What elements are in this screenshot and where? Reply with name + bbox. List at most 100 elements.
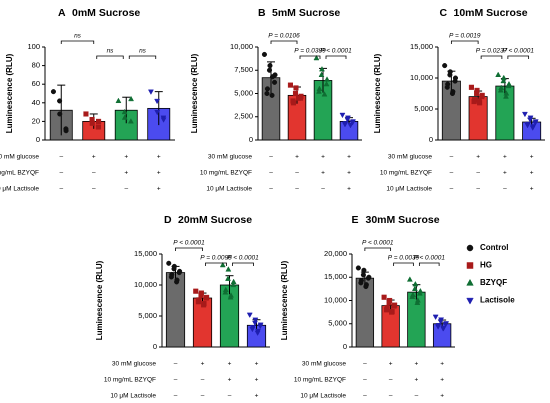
treatment-mark: + bbox=[92, 154, 96, 161]
treatment-mark: – bbox=[389, 393, 393, 400]
treatment-label: 10 mg/mL BZYQF bbox=[104, 377, 156, 384]
point bbox=[171, 266, 177, 272]
point bbox=[505, 82, 512, 89]
point bbox=[121, 114, 128, 120]
treatment-mark: + bbox=[124, 154, 128, 161]
point bbox=[449, 90, 456, 97]
point bbox=[246, 312, 253, 319]
point bbox=[121, 108, 128, 115]
significance-label: P = 0.0106 bbox=[268, 33, 300, 40]
treatment-mark: + bbox=[228, 377, 232, 384]
point bbox=[254, 330, 261, 337]
significance-label: P < 0.0001 bbox=[320, 48, 352, 55]
treatment-mark: + bbox=[440, 393, 444, 400]
significance-bracket bbox=[393, 262, 414, 266]
treatment-mark: + bbox=[414, 377, 418, 384]
y-tick-label: 5,000 bbox=[234, 88, 253, 97]
y-axis-label: Luminescence (RLU) bbox=[190, 53, 199, 133]
significance-bracket bbox=[507, 55, 530, 59]
y-tick-label: 40 bbox=[32, 98, 40, 107]
panel-label: A bbox=[58, 7, 66, 19]
point bbox=[361, 267, 367, 273]
y-tick-label: 0 bbox=[343, 342, 347, 351]
y-tick-label: 0 bbox=[36, 135, 40, 144]
point bbox=[471, 99, 477, 105]
y-tick-label: 15,000 bbox=[134, 249, 157, 258]
treatment-mark: + bbox=[255, 393, 259, 400]
treatment-mark: – bbox=[174, 377, 178, 384]
point bbox=[360, 272, 366, 278]
significance-bracket bbox=[128, 55, 157, 59]
treatment-mark: + bbox=[255, 377, 259, 384]
treatment-mark: + bbox=[321, 170, 325, 177]
significance-label: P < 0.0001 bbox=[414, 255, 446, 262]
legend-label: HG bbox=[480, 261, 492, 270]
significance-bracket bbox=[232, 262, 254, 266]
y-tick-label: 60 bbox=[32, 79, 40, 88]
point bbox=[272, 79, 278, 85]
point bbox=[168, 274, 174, 280]
point bbox=[384, 307, 390, 313]
treatment-mark: – bbox=[476, 186, 480, 193]
treatment-mark: + bbox=[295, 154, 299, 161]
treatment-mark: + bbox=[124, 170, 128, 177]
y-tick-label: 7,500 bbox=[234, 65, 253, 74]
point bbox=[222, 289, 229, 295]
significance-label: P < 0.0001 bbox=[362, 240, 394, 247]
point bbox=[227, 294, 234, 300]
point bbox=[261, 51, 267, 57]
point bbox=[287, 82, 293, 88]
treatment-label: 30 mM glucose bbox=[208, 154, 252, 161]
significance-label: P < 0.0001 bbox=[503, 48, 535, 55]
y-tick-label: 10,000 bbox=[410, 73, 433, 82]
treatment-mark: + bbox=[389, 361, 393, 368]
treatment-mark: + bbox=[440, 361, 444, 368]
y-tick-label: 10,000 bbox=[324, 295, 347, 304]
treatment-mark: – bbox=[92, 186, 96, 193]
y-tick-label: 100 bbox=[27, 42, 40, 51]
point bbox=[349, 120, 356, 126]
treatment-mark: – bbox=[269, 154, 273, 161]
point bbox=[406, 276, 413, 282]
point bbox=[203, 295, 209, 301]
point bbox=[386, 300, 392, 306]
point bbox=[219, 261, 226, 268]
treatment-mark: – bbox=[476, 170, 480, 177]
significance-bracket bbox=[205, 262, 227, 266]
point bbox=[391, 303, 397, 309]
treatment-mark: + bbox=[321, 154, 325, 161]
y-tick-label: 5,000 bbox=[328, 319, 347, 328]
y-tick-label: 0 bbox=[153, 342, 157, 351]
treatment-mark: – bbox=[59, 170, 63, 177]
point bbox=[529, 125, 536, 131]
panel-title: 20mM Sucrose bbox=[178, 214, 252, 226]
significance-bracket bbox=[299, 55, 321, 59]
y-tick-label: 0 bbox=[249, 135, 253, 144]
treatment-label: 10 mg/mL BZYQF bbox=[200, 170, 252, 177]
treatment-mark: + bbox=[440, 377, 444, 384]
point bbox=[225, 275, 231, 281]
point bbox=[83, 111, 89, 117]
point bbox=[442, 63, 448, 69]
treatment-label: 30 mM glucose bbox=[388, 154, 432, 161]
treatment-mark: – bbox=[363, 393, 367, 400]
point bbox=[174, 279, 180, 285]
point bbox=[497, 87, 504, 93]
point bbox=[89, 120, 95, 126]
treatment-mark: + bbox=[530, 170, 534, 177]
treatment-mark: – bbox=[389, 377, 393, 384]
y-axis-label: Luminescence (RLU) bbox=[5, 53, 14, 133]
treatment-mark: – bbox=[321, 186, 325, 193]
treatment-mark: – bbox=[92, 170, 96, 177]
y-tick-label: 80 bbox=[32, 61, 40, 70]
point bbox=[252, 317, 259, 323]
point bbox=[154, 98, 161, 105]
point bbox=[440, 326, 447, 332]
point bbox=[444, 84, 450, 90]
point bbox=[269, 74, 276, 80]
treatment-mark: – bbox=[503, 186, 507, 193]
point bbox=[521, 111, 528, 118]
significance-label: ns bbox=[139, 48, 147, 55]
treatment-mark: – bbox=[450, 154, 454, 161]
point bbox=[267, 63, 273, 69]
